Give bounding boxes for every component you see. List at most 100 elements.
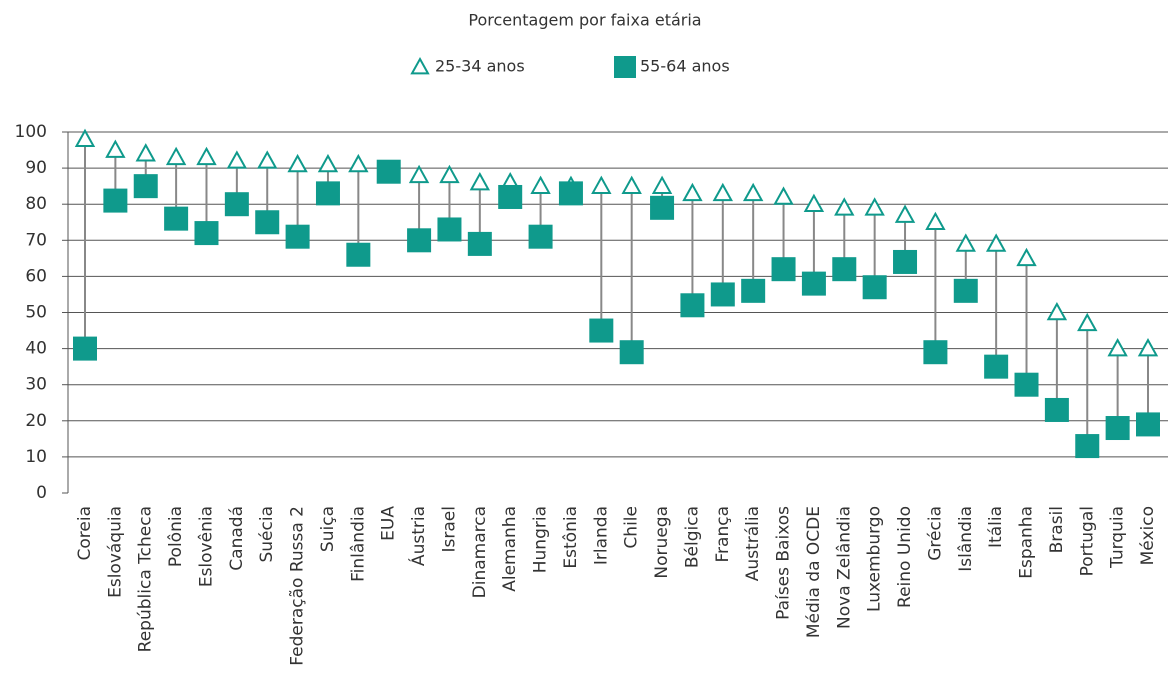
triangle-marker bbox=[925, 211, 946, 231]
y-tick-label: 0 bbox=[36, 483, 47, 503]
x-tick-label: Islândia bbox=[956, 506, 976, 572]
square-marker bbox=[650, 195, 675, 220]
square-marker bbox=[710, 282, 735, 307]
x-tick-label: EUA bbox=[379, 506, 399, 541]
x-tick-label: Turquia bbox=[1108, 506, 1128, 569]
y-tick-label: 90 bbox=[25, 158, 47, 178]
x-tick-label: Eslovênia bbox=[196, 506, 216, 587]
x-tick-label: Suécia bbox=[257, 506, 277, 563]
square-marker bbox=[558, 181, 583, 206]
square-marker bbox=[437, 217, 462, 242]
square-marker bbox=[376, 159, 401, 184]
triangle-marker bbox=[834, 197, 855, 216]
y-tick-label: 70 bbox=[25, 230, 47, 250]
x-tick-label: Brasil bbox=[1047, 506, 1067, 553]
triangle-marker bbox=[196, 146, 217, 166]
square-marker bbox=[346, 242, 371, 267]
x-tick-label: Hungria bbox=[531, 506, 551, 573]
square-marker bbox=[255, 210, 280, 235]
square-marker bbox=[467, 231, 492, 256]
triangle-marker bbox=[712, 182, 733, 202]
triangle-marker bbox=[165, 146, 187, 166]
square-marker bbox=[589, 318, 614, 343]
triangle-marker bbox=[651, 175, 673, 194]
square-marker bbox=[73, 336, 97, 361]
triangle-marker bbox=[1077, 312, 1098, 332]
square-marker bbox=[224, 192, 249, 217]
x-tick-label: Austrália bbox=[743, 506, 763, 581]
triangle-marker bbox=[894, 204, 916, 223]
y-tick-label: 30 bbox=[25, 375, 47, 395]
x-tick-label: Nova Zelândia bbox=[834, 506, 854, 629]
y-tick-label: 100 bbox=[15, 122, 47, 142]
x-tick-label: Portugal bbox=[1077, 506, 1097, 576]
triangle-marker bbox=[317, 153, 339, 173]
square-marker bbox=[133, 174, 158, 199]
triangle-marker bbox=[135, 143, 156, 162]
triangle-marker bbox=[530, 175, 551, 194]
x-tick-label: Luxemburgo bbox=[865, 506, 885, 612]
x-tick-label: Polônia bbox=[166, 506, 186, 567]
square-marker bbox=[832, 257, 857, 282]
square-marker bbox=[801, 271, 826, 296]
triangle-marker bbox=[348, 153, 369, 173]
square-marker bbox=[498, 184, 523, 209]
x-tick-label: Eslováquia bbox=[105, 506, 125, 598]
x-tick-label: Itália bbox=[986, 506, 1006, 548]
square-marker bbox=[619, 340, 644, 365]
x-tick-label: Países Baixos bbox=[774, 506, 794, 620]
chart-title: Porcentagem por faixa etária bbox=[468, 11, 701, 30]
y-tick-label: 80 bbox=[25, 194, 47, 214]
triangle-marker bbox=[105, 139, 126, 158]
square-marker bbox=[680, 293, 705, 318]
x-tick-label: Grécia bbox=[925, 506, 945, 561]
triangle-marker bbox=[469, 171, 491, 191]
legend-label: 25-34 anos bbox=[435, 57, 525, 76]
legend-marker bbox=[614, 56, 636, 78]
square-marker bbox=[528, 224, 553, 249]
x-tick-label: Coreia bbox=[75, 506, 95, 561]
triangle-marker bbox=[257, 150, 278, 169]
triangle-marker bbox=[985, 233, 1007, 252]
triangle-marker bbox=[955, 233, 976, 252]
triangle-marker bbox=[803, 193, 825, 212]
x-tick-label: França bbox=[713, 506, 733, 563]
legend-marker bbox=[410, 56, 430, 75]
y-tick-label: 60 bbox=[25, 266, 47, 286]
x-tick-label: Suiça bbox=[318, 506, 338, 552]
triangle-marker bbox=[1107, 338, 1128, 357]
triangle-marker bbox=[621, 175, 642, 194]
y-tick-label: 50 bbox=[25, 303, 47, 323]
y-tick-label: 10 bbox=[25, 447, 47, 467]
triangle-marker bbox=[682, 182, 703, 202]
x-tick-label: Bélgica bbox=[682, 506, 702, 568]
triangle-marker bbox=[742, 182, 764, 202]
x-tick-label: Finlândia bbox=[348, 506, 368, 582]
square-marker bbox=[1136, 412, 1160, 437]
triangle-marker bbox=[408, 164, 430, 184]
triangle-marker bbox=[74, 128, 96, 148]
square-marker bbox=[315, 181, 340, 206]
square-marker bbox=[953, 278, 978, 303]
square-marker bbox=[862, 275, 887, 300]
y-tick-label: 20 bbox=[25, 411, 47, 431]
square-marker bbox=[1044, 397, 1069, 422]
square-marker bbox=[285, 224, 310, 249]
square-marker bbox=[741, 278, 766, 303]
triangle-marker bbox=[226, 150, 248, 169]
square-marker bbox=[984, 354, 1009, 379]
x-tick-label: Chile bbox=[622, 506, 642, 549]
triangle-marker bbox=[1046, 301, 1068, 321]
x-tick-label: Média da OCDE bbox=[804, 506, 824, 638]
square-marker bbox=[164, 206, 189, 231]
x-tick-label: Dinamarca bbox=[470, 506, 490, 598]
x-tick-label: Reino Unido bbox=[895, 506, 915, 608]
square-marker bbox=[407, 228, 432, 253]
triangle-marker bbox=[864, 197, 885, 216]
x-tick-label: Espanha bbox=[1017, 506, 1037, 579]
triangle-marker bbox=[1016, 247, 1037, 267]
triangle-marker bbox=[439, 164, 460, 184]
x-tick-label: Israel bbox=[439, 506, 459, 552]
triangle-marker bbox=[287, 153, 308, 173]
